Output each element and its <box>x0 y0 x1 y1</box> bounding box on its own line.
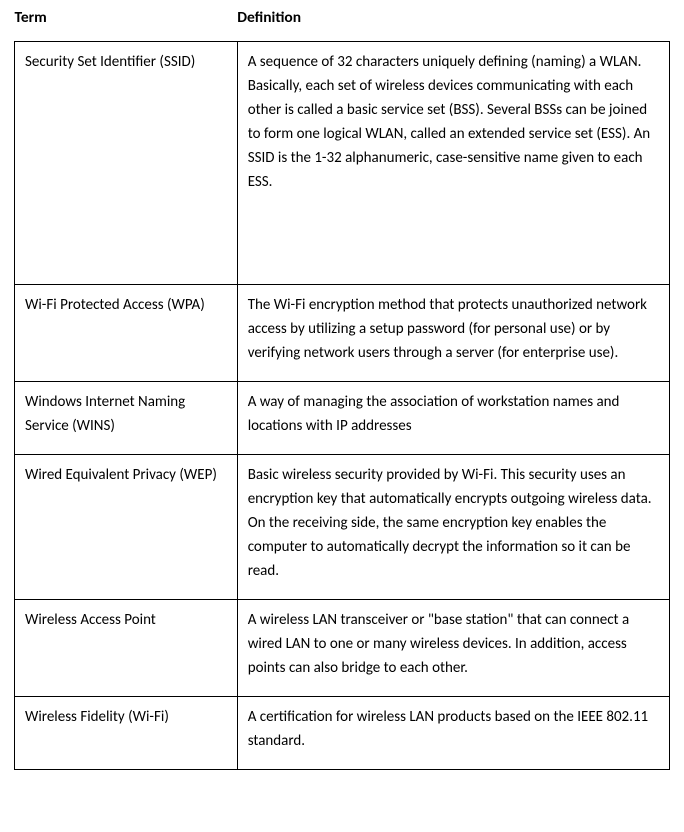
table-row: Wireless Access Point A wireless LAN tra… <box>15 600 670 697</box>
definition-cell: A way of managing the association of wor… <box>237 382 669 455</box>
glossary-table: Term Definition Security Set Identifier … <box>14 8 670 770</box>
term-cell: Wired Equivalent Privacy (WEP) <box>15 455 238 600</box>
table-row: Wireless Fidelity (Wi-Fi) A certificatio… <box>15 697 670 770</box>
definition-cell: A wireless LAN transceiver or "base stat… <box>237 600 669 697</box>
table-row: Wi-Fi Protected Access (WPA) The Wi-Fi e… <box>15 285 670 382</box>
term-cell: Wireless Access Point <box>15 600 238 697</box>
definition-cell: A sequence of 32 characters uniquely def… <box>237 42 669 285</box>
table-header-row: Term Definition <box>15 8 670 42</box>
definition-cell: A certification for wireless LAN product… <box>237 697 669 770</box>
column-header-definition: Definition <box>237 8 669 42</box>
term-cell: Wi-Fi Protected Access (WPA) <box>15 285 238 382</box>
term-cell: Wireless Fidelity (Wi-Fi) <box>15 697 238 770</box>
table-row: Windows Internet Naming Service (WINS) A… <box>15 382 670 455</box>
definition-cell: The Wi-Fi encryption method that protect… <box>237 285 669 382</box>
column-header-term: Term <box>15 8 238 42</box>
definition-cell: Basic wireless security provided by Wi-F… <box>237 455 669 600</box>
table-row: Security Set Identifier (SSID) A sequenc… <box>15 42 670 285</box>
term-cell: Windows Internet Naming Service (WINS) <box>15 382 238 455</box>
table-row: Wired Equivalent Privacy (WEP) Basic wir… <box>15 455 670 600</box>
term-cell: Security Set Identifier (SSID) <box>15 42 238 285</box>
